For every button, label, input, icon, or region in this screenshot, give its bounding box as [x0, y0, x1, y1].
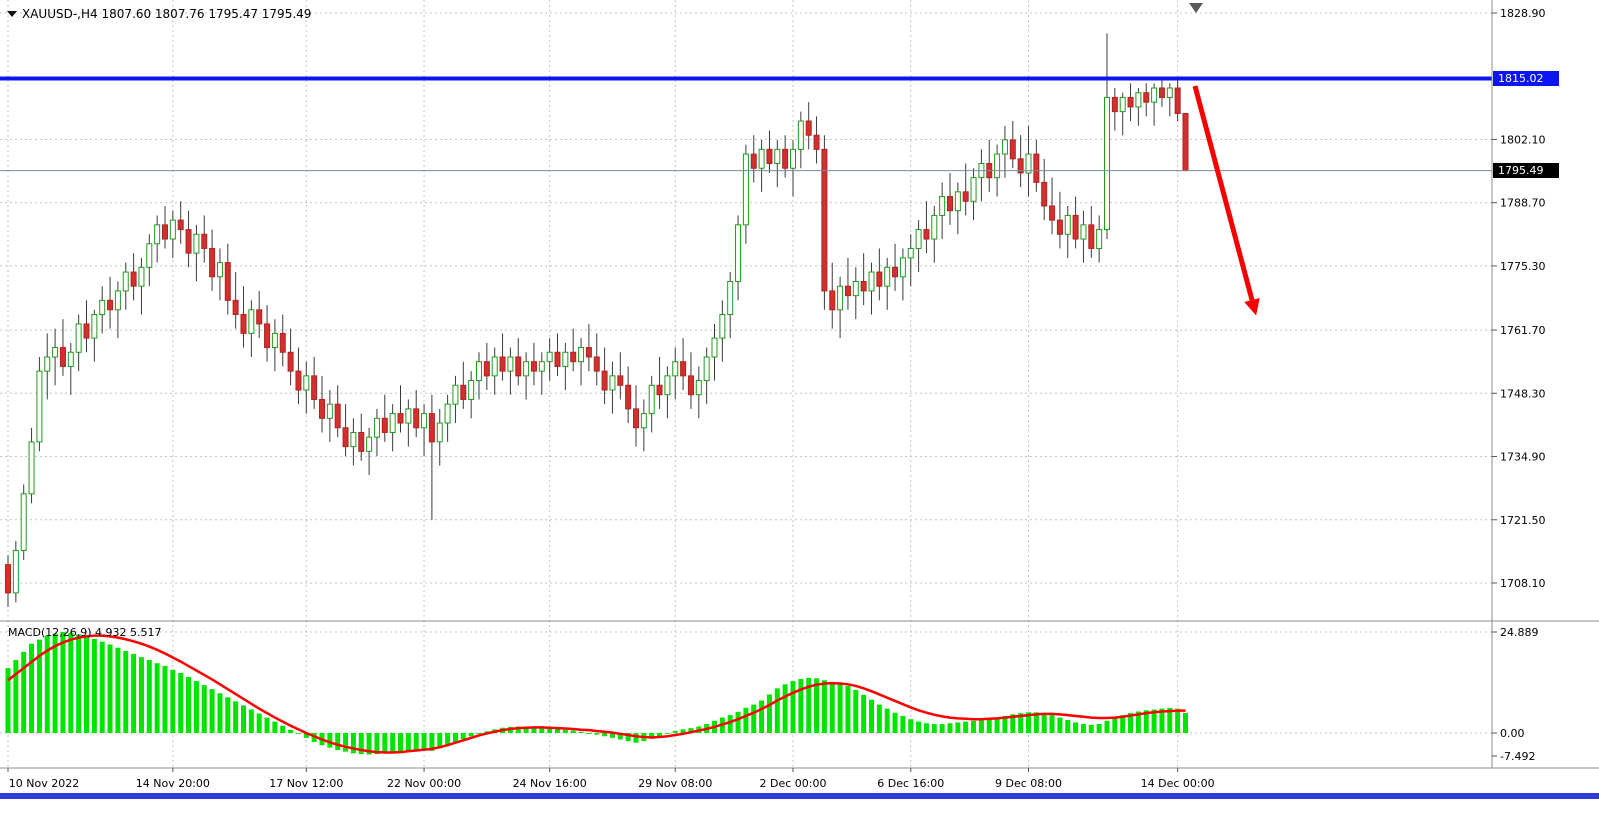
svg-text:17 Nov 12:00: 17 Nov 12:00: [269, 777, 343, 790]
current-price-badge: 1795.49: [1493, 163, 1559, 178]
svg-text:24.889: 24.889: [1500, 626, 1539, 639]
svg-text:2 Dec 00:00: 2 Dec 00:00: [760, 777, 827, 790]
svg-text:1708.10: 1708.10: [1500, 577, 1546, 590]
svg-text:14 Nov 20:00: 14 Nov 20:00: [136, 777, 210, 790]
svg-text:1748.30: 1748.30: [1500, 387, 1546, 400]
grid-layer: [0, 0, 1492, 768]
svg-text:24 Nov 16:00: 24 Nov 16:00: [513, 777, 587, 790]
svg-text:1721.50: 1721.50: [1500, 514, 1546, 527]
panel-separators: [0, 0, 1599, 769]
resistance-price-badge: 1815.02: [1493, 71, 1559, 86]
sell-arrow-annotation[interactable]: [1192, 85, 1260, 316]
svg-text:1828.90: 1828.90: [1500, 7, 1546, 20]
horizontal-scrollbar[interactable]: [0, 793, 1599, 799]
svg-text:-7.492: -7.492: [1500, 750, 1535, 763]
svg-text:1802.10: 1802.10: [1500, 133, 1546, 146]
symbol-dropdown-icon[interactable]: [7, 11, 17, 17]
candlesticks-layer: [5, 33, 1189, 608]
svg-text:6 Dec 16:00: 6 Dec 16:00: [877, 777, 944, 790]
svg-text:9 Dec 08:00: 9 Dec 08:00: [995, 777, 1062, 790]
macd-indicator-label: MACD(12,26,9) 4.932 5.517: [8, 626, 162, 639]
price-axis[interactable]: 1828.90 1802.10 1788.70 1775.30 1761.70 1748.…: [1492, 7, 1546, 763]
svg-text:1788.70: 1788.70: [1500, 197, 1546, 210]
svg-text:10 Nov 2022: 10 Nov 2022: [9, 777, 79, 790]
time-axis[interactable]: 10 Nov 2022 14 Nov 20:00 17 Nov 12:00 22 No…: [7, 768, 1215, 790]
symbol-ohlc-readout: XAUUSD-,H4 1807.60 1807.76 1795.47 1795.…: [7, 7, 311, 21]
macd-signal-line: [7, 634, 1186, 754]
svg-text:0.00: 0.00: [1500, 727, 1525, 740]
svg-text:1761.70: 1761.70: [1500, 324, 1546, 337]
svg-text:1775.30: 1775.30: [1500, 260, 1546, 273]
svg-text:22 Nov 00:00: 22 Nov 00:00: [387, 777, 461, 790]
svg-text:29 Nov 08:00: 29 Nov 08:00: [638, 777, 712, 790]
symbol-info-text: XAUUSD-,H4 1807.60 1807.76 1795.47 1795.…: [22, 7, 312, 21]
macd-histogram: [5, 632, 1188, 755]
chart-shift-icon[interactable]: [1189, 3, 1203, 13]
svg-text:14 Dec 00:00: 14 Dec 00:00: [1141, 777, 1215, 790]
svg-text:1734.90: 1734.90: [1500, 451, 1546, 464]
